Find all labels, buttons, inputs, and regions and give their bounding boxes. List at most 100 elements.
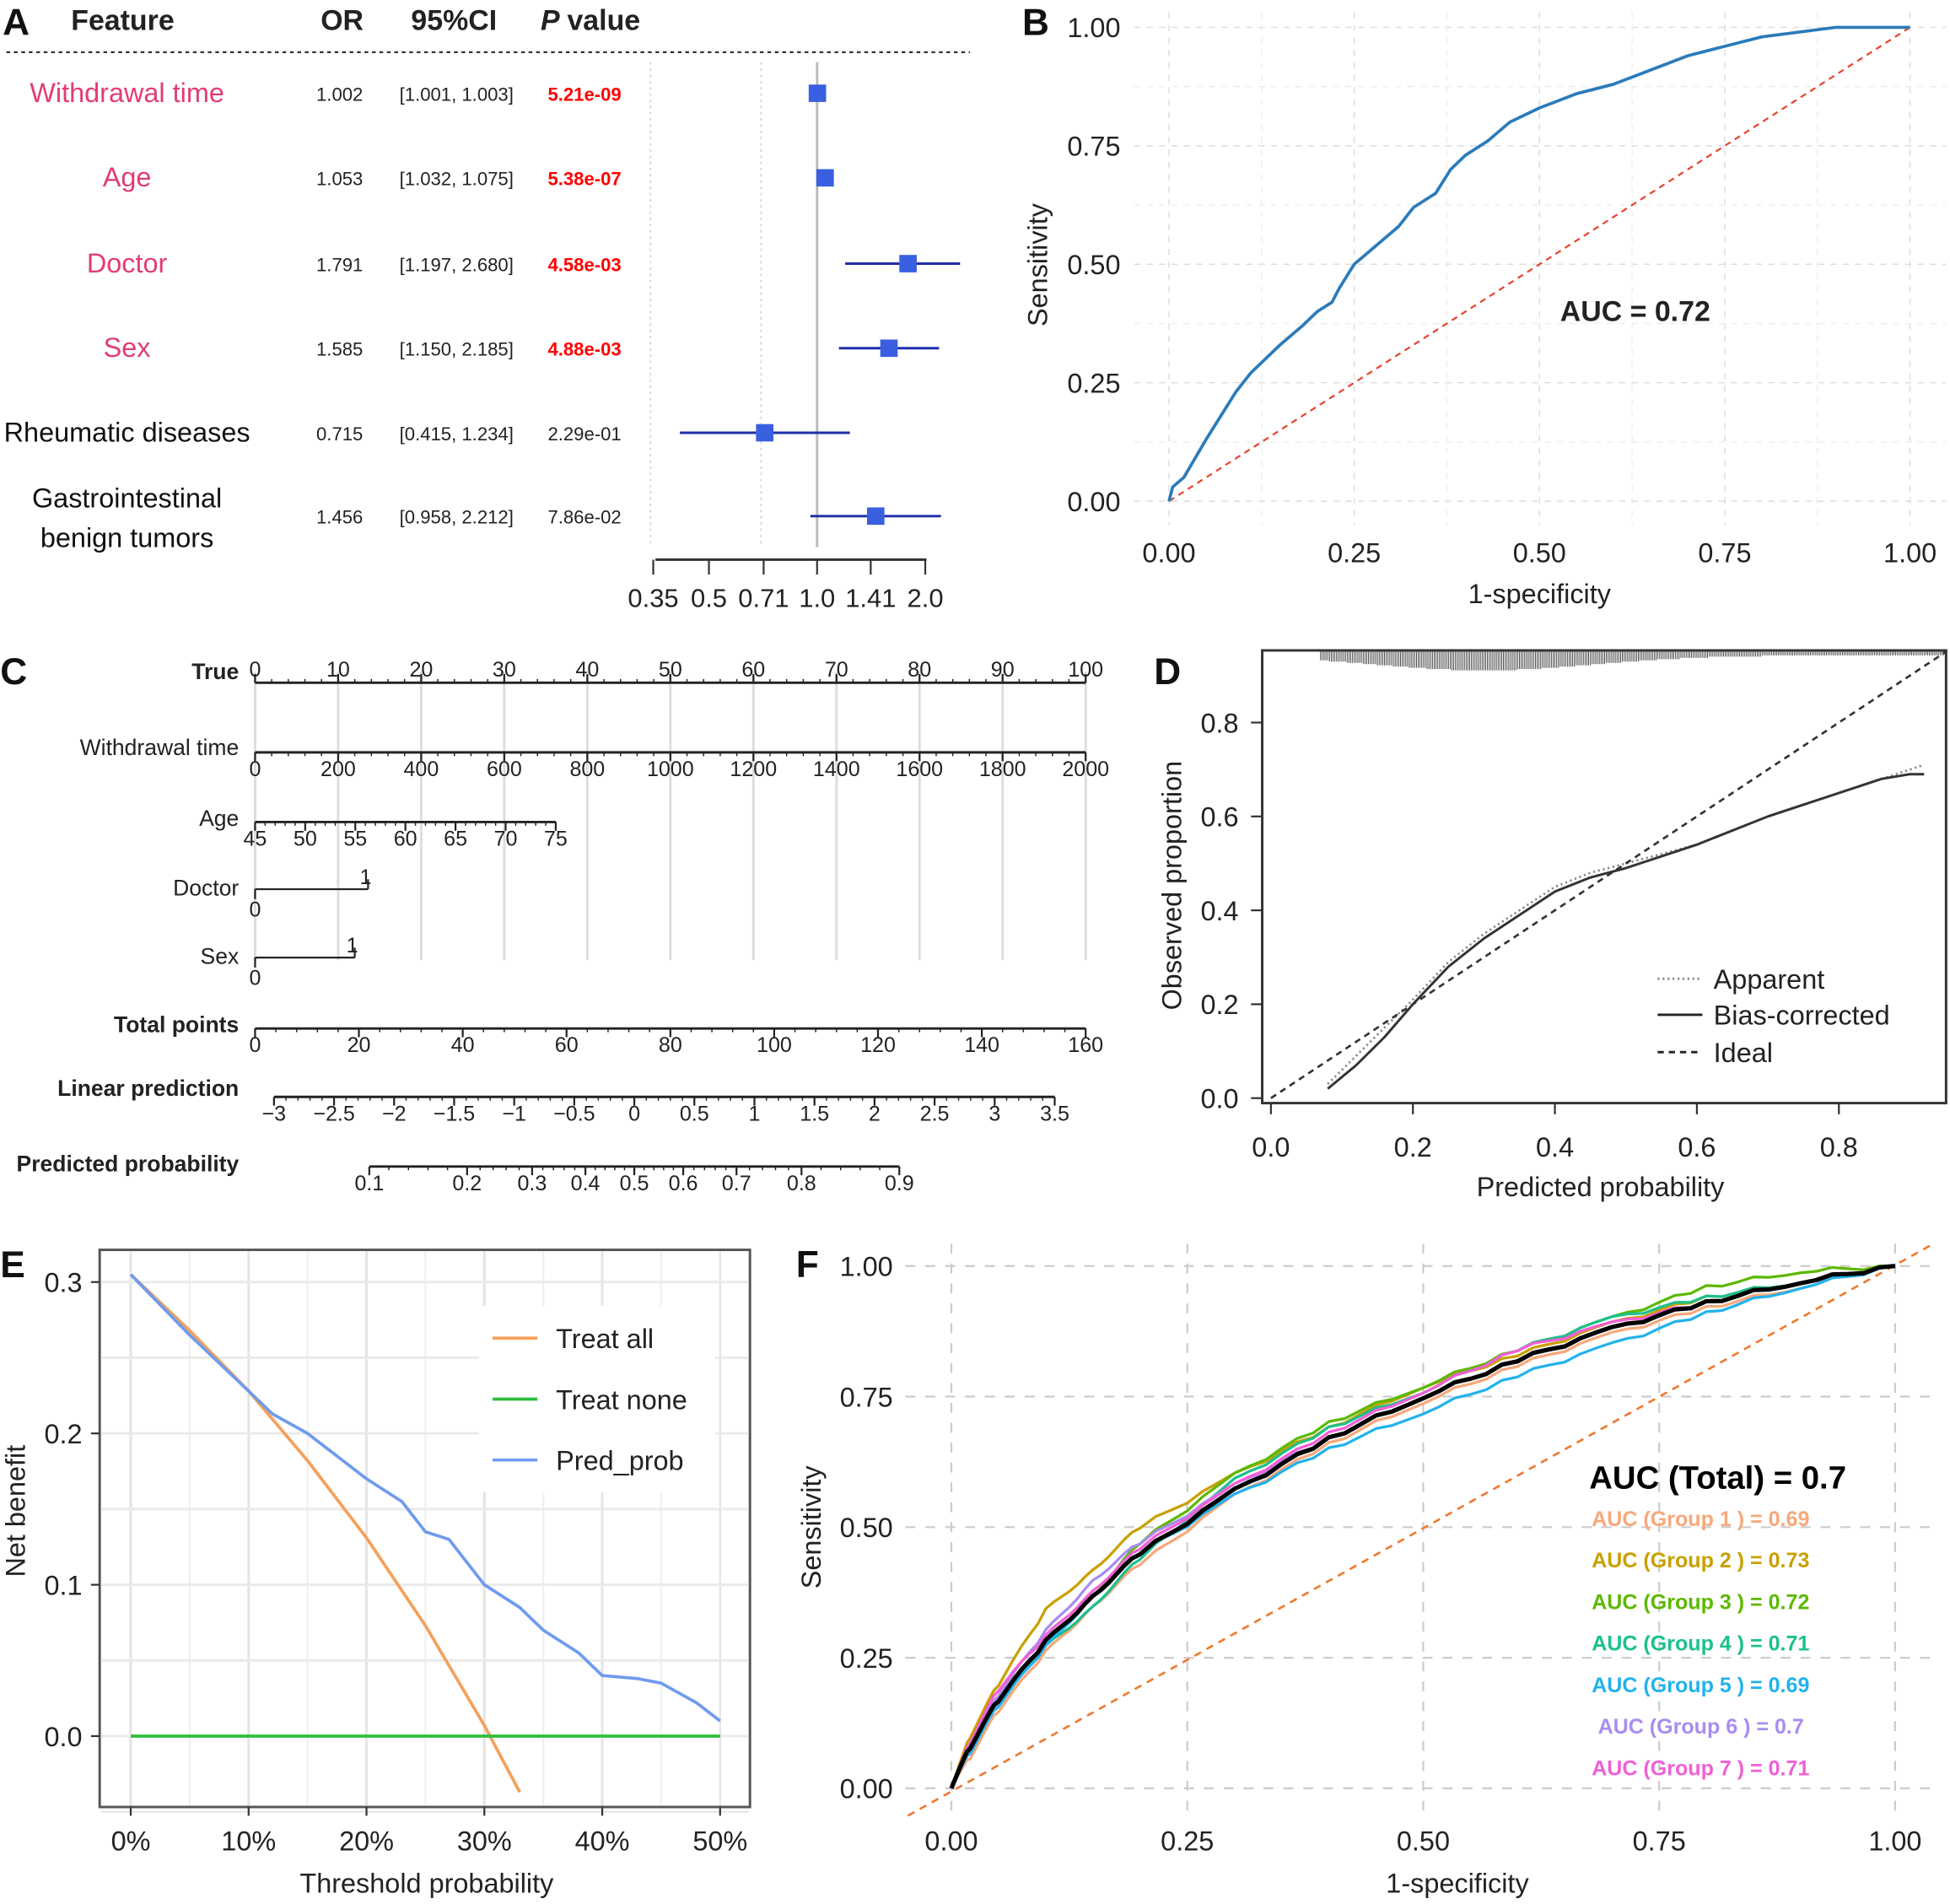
tick-label: 2.5 [920, 1102, 950, 1125]
auc-group-label: AUC (Group 7 ) = 0.71 [1592, 1756, 1809, 1780]
ci-value: [1.150, 2.185] [400, 339, 514, 360]
row-label: Age [199, 806, 239, 831]
tick-label: 140 [964, 1033, 999, 1057]
tick-label: 55 [343, 827, 367, 850]
y-tick-label: 0.2 [1200, 990, 1238, 1020]
x-axis-label: 1-specificity [1386, 1869, 1529, 1899]
or-value: 1.053 [316, 169, 363, 190]
header-or: OR [321, 4, 364, 36]
y-tick-label: 0.0 [44, 1722, 82, 1752]
y-tick-label: 0.2 [44, 1419, 82, 1449]
feature-label: benign tumors [40, 523, 213, 553]
x-tick-label: 0.5 [691, 583, 727, 612]
x-tick-label: 0.25 [1328, 537, 1381, 568]
row-label: True [191, 659, 239, 684]
or-marker [756, 423, 774, 442]
tick-label: 60 [555, 1033, 579, 1057]
x-tick-label: 0.50 [1397, 1826, 1450, 1857]
p-value: 4.58e-03 [547, 254, 621, 275]
x-tick-label: 0.6 [1678, 1132, 1716, 1162]
x-tick-label: 0.35 [628, 583, 678, 612]
y-tick-label: 0.1 [44, 1570, 82, 1600]
tick-label: 0.5 [620, 1172, 649, 1195]
tick-label: 70 [494, 827, 518, 850]
feature-label: Withdrawal time [30, 78, 224, 108]
tick-label: 1200 [730, 758, 777, 781]
level-label: 0 [249, 898, 261, 921]
or-marker [866, 507, 885, 526]
plot-frame [1261, 649, 1947, 1105]
tick-label: 30 [493, 658, 516, 682]
roc-curve-group-1 [950, 1265, 1896, 1789]
or-value: 1.002 [316, 84, 363, 105]
series-bias-corrected [1327, 773, 1925, 1090]
tick-label: 20 [347, 1033, 371, 1057]
tick-label: −2.5 [313, 1102, 354, 1125]
tick-label: 0.9 [885, 1172, 914, 1195]
p-value: 2.29e-01 [547, 423, 621, 445]
y-tick-label: 0.75 [1067, 132, 1120, 162]
tick-label: 80 [908, 658, 931, 682]
tick-label: 70 [825, 658, 848, 682]
y-tick-label: 0.8 [1200, 708, 1238, 738]
y-tick-label: 0.25 [1067, 368, 1120, 398]
series-ideal [1270, 650, 1947, 1099]
feature-label: Doctor [87, 248, 168, 278]
header-ci: 95%CI [411, 4, 497, 36]
x-tick-label: 1.41 [845, 583, 896, 612]
panel-label-C: C [0, 651, 27, 693]
roc-curve-group-5 [950, 1265, 1896, 1789]
or-value: 0.715 [316, 423, 363, 445]
feature-label: Sex [104, 332, 151, 363]
ci-value: [0.958, 2.212] [400, 507, 514, 528]
tick-label: 0 [628, 1102, 640, 1125]
ci-value: [1.032, 1.075] [400, 169, 514, 190]
tick-label: 3 [988, 1102, 1000, 1125]
y-tick-label: 0.00 [1067, 487, 1120, 517]
header-feature: Feature [71, 4, 174, 36]
tick-label: 1 [749, 1102, 761, 1125]
tick-label: 160 [1068, 1033, 1103, 1057]
x-tick-label: 0.00 [1142, 537, 1195, 568]
panel-label-F: F [796, 1244, 819, 1286]
tick-label: −1 [502, 1102, 526, 1125]
tick-label: 200 [321, 758, 356, 781]
tick-label: 65 [444, 827, 467, 850]
row-label: Predicted probability [17, 1152, 240, 1177]
tick-label: 40 [451, 1033, 475, 1057]
x-tick-label: 0.25 [1161, 1826, 1214, 1857]
auc-group-label: AUC (Group 6 ) = 0.7 [1598, 1715, 1804, 1739]
x-tick-label: 0.8 [1820, 1132, 1858, 1162]
tick-label: 100 [757, 1033, 792, 1057]
panel-label-D: D [1154, 651, 1181, 693]
feature-label: Rheumatic diseases [4, 417, 250, 447]
x-tick-label: 0.2 [1394, 1132, 1432, 1162]
x-tick-label: 0.0 [1252, 1132, 1290, 1162]
tick-label: 2 [869, 1102, 881, 1125]
legend-entry: Pred_prob [556, 1446, 683, 1476]
y-tick-label: 0.3 [44, 1268, 82, 1298]
tick-label: 60 [741, 658, 765, 682]
tick-label: 400 [403, 758, 439, 781]
feature-label: Age [103, 162, 152, 192]
x-tick-label: 2.0 [908, 583, 944, 612]
or-marker [808, 84, 827, 102]
y-tick-label: 0.75 [840, 1382, 893, 1412]
level-label: 1 [359, 866, 371, 889]
tick-label: 1.5 [800, 1102, 829, 1125]
tick-label: 45 [244, 827, 267, 850]
ci-value: [0.415, 1.234] [400, 423, 514, 445]
row-label: Total points [114, 1012, 239, 1038]
tick-label: 800 [569, 758, 605, 781]
tick-label: 60 [394, 827, 417, 850]
tick-label: 90 [991, 658, 1015, 682]
series-pred-prob [129, 1273, 721, 1723]
row-label: Doctor [173, 875, 239, 900]
x-tick-label: 0.75 [1698, 537, 1751, 568]
row-label: Sex [201, 944, 240, 969]
header-value: value [567, 4, 640, 36]
panel-label-B: B [1022, 2, 1049, 43]
tick-label: 3.5 [1040, 1102, 1069, 1125]
tick-label: 0.8 [787, 1172, 816, 1195]
y-tick-label: 0.6 [1200, 802, 1238, 833]
